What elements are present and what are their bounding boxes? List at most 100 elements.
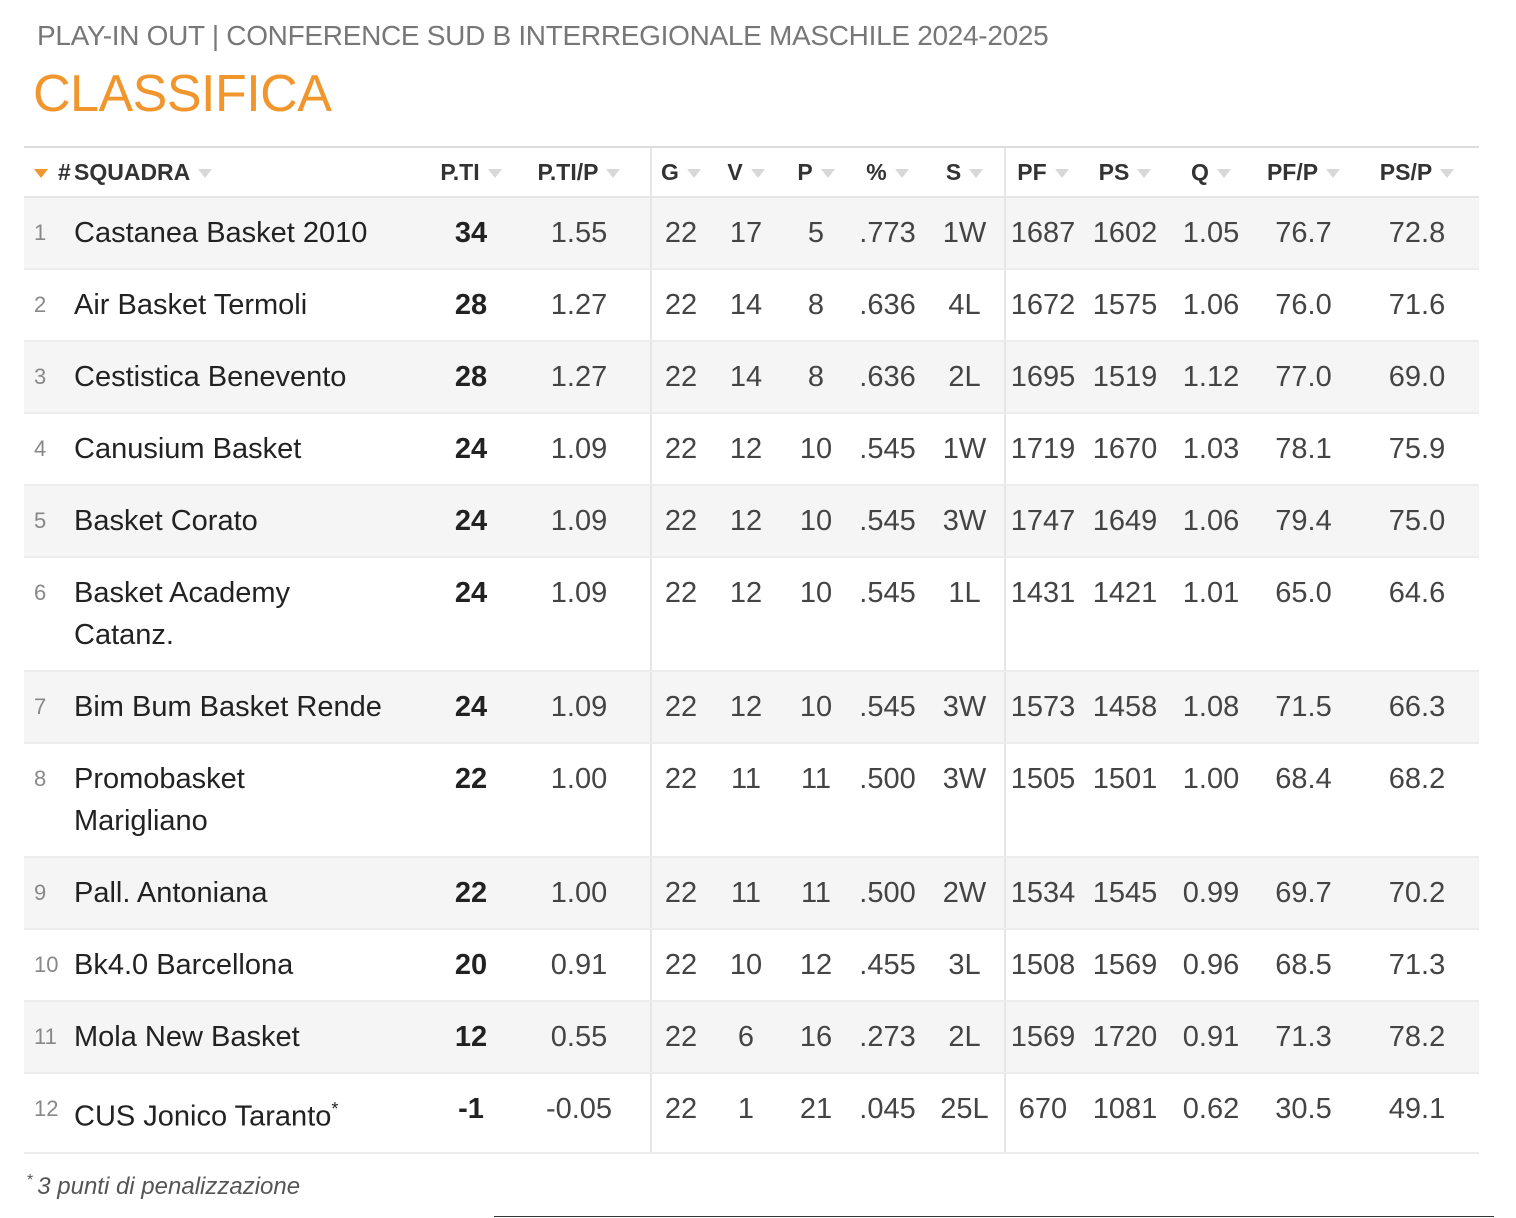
table-row: 8 Promobasket Marigliano 22 1.00 22 11 11 .500 3… [24, 743, 1479, 858]
column-header[interactable]: PS [1080, 146, 1170, 198]
cell: 5 [24, 485, 74, 558]
cell-value: 66.3 [1388, 691, 1446, 723]
cell: 22 [650, 1001, 710, 1074]
cell: 22 [650, 857, 710, 930]
cell-value: 1 [737, 1093, 755, 1125]
cell: 1.08 [1170, 671, 1252, 744]
cell-value: 1720 [1092, 1021, 1158, 1053]
column-header[interactable]: # [24, 146, 74, 198]
cell-value: 22 [664, 289, 698, 321]
cell: 1.27 [508, 341, 651, 414]
cell: .636 [850, 341, 925, 414]
team-cell: Canusium Basket [74, 413, 434, 486]
cell-value: 68.4 [1275, 763, 1332, 795]
column-label: # [58, 158, 71, 185]
cell: 22 [650, 197, 710, 270]
footnote: * 3 punti di penalizzazione [27, 1172, 300, 1201]
column-header[interactable]: S [925, 146, 1005, 198]
cell-value: 49.1 [1388, 1093, 1446, 1125]
cell: 2 [24, 269, 74, 342]
cell-value: 24 [454, 691, 488, 723]
cell-value: 10 [799, 577, 833, 609]
cell: 12 [710, 485, 782, 558]
column-label: PS [1098, 158, 1130, 185]
column-header[interactable]: P.TI [434, 146, 508, 198]
cell-value: 1.27 [550, 361, 608, 393]
cell: .545 [850, 671, 925, 744]
column-header[interactable]: P.TI/P [508, 146, 651, 198]
cell-value: 24 [454, 505, 488, 537]
cell-value: 2L [948, 1021, 981, 1053]
cell-value: 6 [737, 1021, 755, 1053]
cell: 1519 [1080, 341, 1170, 414]
cell-value: 1.09 [550, 505, 608, 537]
cell: 76.7 [1252, 197, 1355, 270]
column-header[interactable]: P [782, 146, 850, 198]
cell-value: 10 [799, 505, 833, 537]
cell: .545 [850, 485, 925, 558]
standings-table: # SQUADRA P.TI P.TI/P G V P% S PF PS Q PF/P PS/P 1 Ca… [24, 146, 1479, 1154]
cell-value: 68.5 [1275, 949, 1332, 981]
cell-value: 3L [948, 949, 981, 981]
team-cell: Cestistica Benevento [74, 341, 434, 414]
cell: 10 [782, 485, 850, 558]
column-header[interactable]: PF [1004, 146, 1080, 198]
cell: .273 [850, 1001, 925, 1074]
column-header[interactable]: G [650, 146, 710, 198]
cell-value: -1 [458, 1093, 484, 1125]
cell-value: 5 [807, 217, 825, 249]
cell-value: 1.12 [1182, 361, 1240, 393]
column-header[interactable]: PS/P [1355, 146, 1479, 198]
column-header[interactable]: V [710, 146, 782, 198]
cell-value: 1602 [1092, 217, 1158, 249]
cell-value: 22 [664, 691, 698, 723]
team-cell: Castanea Basket 2010 [74, 197, 434, 270]
column-header[interactable]: Q [1170, 146, 1252, 198]
cell-value: 1569 [1010, 1021, 1076, 1053]
cell: 1W [925, 197, 1005, 270]
cell-value: 10 [799, 691, 833, 723]
cell: 1545 [1080, 857, 1170, 930]
cell: .500 [850, 857, 925, 930]
cell-value: 64.6 [1388, 577, 1446, 609]
cell-value: 1.09 [550, 691, 608, 723]
cell: 11 [782, 743, 850, 858]
cell: 1575 [1080, 269, 1170, 342]
cell-value: 0.91 [1182, 1021, 1240, 1053]
cell: 1505 [1004, 743, 1080, 858]
column-header[interactable]: SQUADRA [74, 146, 434, 198]
cell-value: 75.9 [1388, 433, 1446, 465]
cell-value: 12 [729, 577, 763, 609]
cell-value: 0.99 [1182, 877, 1240, 909]
cell: .773 [850, 197, 925, 270]
cell: 1649 [1080, 485, 1170, 558]
cell-value: .545 [859, 433, 916, 465]
team-name: Cestistica Benevento [74, 361, 347, 393]
cell-value: 1519 [1092, 361, 1158, 393]
column-header[interactable]: % [850, 146, 925, 198]
cell-value: 1.06 [1182, 289, 1240, 321]
cell: 22 [650, 413, 710, 486]
cell-value: 25L [940, 1093, 989, 1125]
cell-value: 1W [942, 433, 987, 465]
cell-value: 1.55 [550, 217, 608, 249]
cell-value: 0.96 [1182, 949, 1240, 981]
cell-value: 22 [664, 361, 698, 393]
cell-value: 10 [729, 949, 763, 981]
cell-value: 76.0 [1275, 289, 1332, 321]
cell: 70.2 [1355, 857, 1479, 930]
cell: 1.09 [508, 485, 651, 558]
cell: 1501 [1080, 743, 1170, 858]
cell-value: 71.6 [1388, 289, 1446, 321]
cell: 0.91 [1170, 1001, 1252, 1074]
cell-value: 2W [942, 877, 987, 909]
cell: 2L [925, 341, 1005, 414]
cell: 24 [434, 413, 508, 486]
team-name: Mola New Basket [74, 1021, 300, 1053]
cell: 22 [434, 743, 508, 858]
column-header[interactable]: PF/P [1252, 146, 1355, 198]
cell-value: 22 [664, 505, 698, 537]
cell-value: 14 [729, 289, 763, 321]
cell-value: .773 [859, 217, 916, 249]
cell: 2L [925, 1001, 1005, 1074]
